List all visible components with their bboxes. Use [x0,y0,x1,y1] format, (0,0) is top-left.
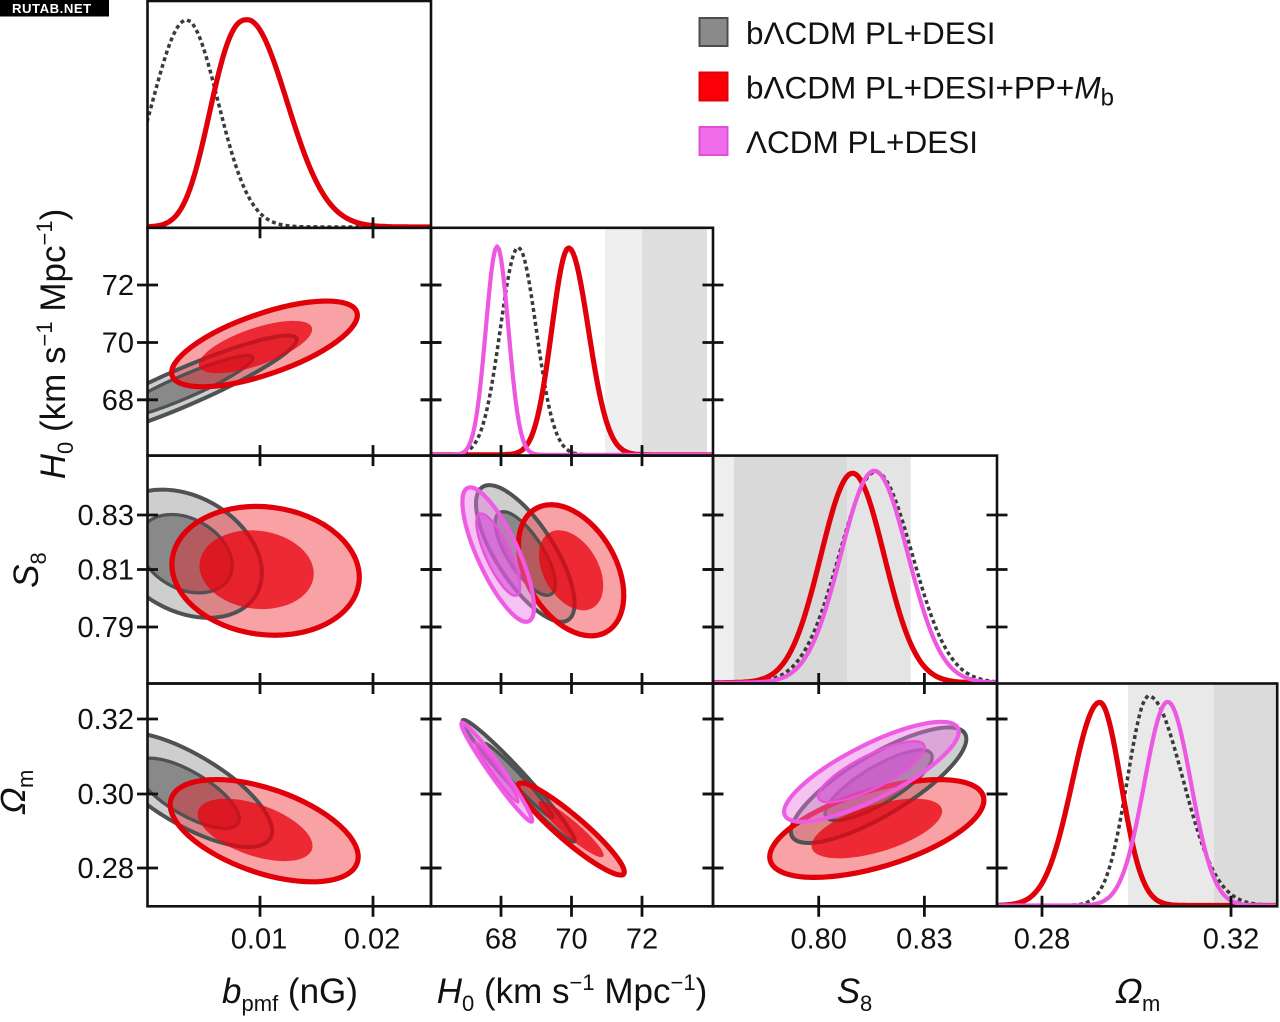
svg-text:70: 70 [102,328,134,360]
svg-text:0.01: 0.01 [231,924,287,956]
svg-text:S8: S8 [7,552,51,588]
svg-text:ΛCDM PL+DESI: ΛCDM PL+DESI [746,124,978,160]
svg-text:S8: S8 [837,972,873,1016]
svg-text:68: 68 [485,924,517,956]
svg-text:H0 (km s−1 Mpc−1): H0 (km s−1 Mpc−1) [437,970,708,1016]
svg-text:H0 (km s−1 Mpc−1): H0 (km s−1 Mpc−1) [32,209,78,480]
svg-text:0.83: 0.83 [78,500,134,532]
svg-text:bΛCDM PL+DESI+PP+Mb: bΛCDM PL+DESI+PP+Mb [746,70,1114,112]
svg-text:0.81: 0.81 [78,555,134,587]
svg-text:72: 72 [102,270,134,302]
svg-text:bΛCDM PL+DESI: bΛCDM PL+DESI [746,15,996,51]
svg-text:0.32: 0.32 [78,704,134,736]
svg-text:RUTAB.NET: RUTAB.NET [12,1,92,16]
svg-text:m: m [13,770,38,788]
svg-text:0.28: 0.28 [78,853,134,885]
svg-text:0.79: 0.79 [78,612,134,644]
svg-text:0.28: 0.28 [1014,924,1070,956]
svg-text:0.83: 0.83 [896,924,952,956]
svg-text:72: 72 [626,924,658,956]
svg-text:0.80: 0.80 [790,924,846,956]
svg-text:m: m [1142,991,1160,1016]
svg-text:bpmf (nG): bpmf (nG) [222,972,358,1016]
svg-text:0.02: 0.02 [344,924,400,956]
svg-text:70: 70 [555,924,587,956]
svg-text:0.32: 0.32 [1203,924,1259,956]
svg-text:0.30: 0.30 [78,779,134,811]
svg-text:68: 68 [102,385,134,417]
